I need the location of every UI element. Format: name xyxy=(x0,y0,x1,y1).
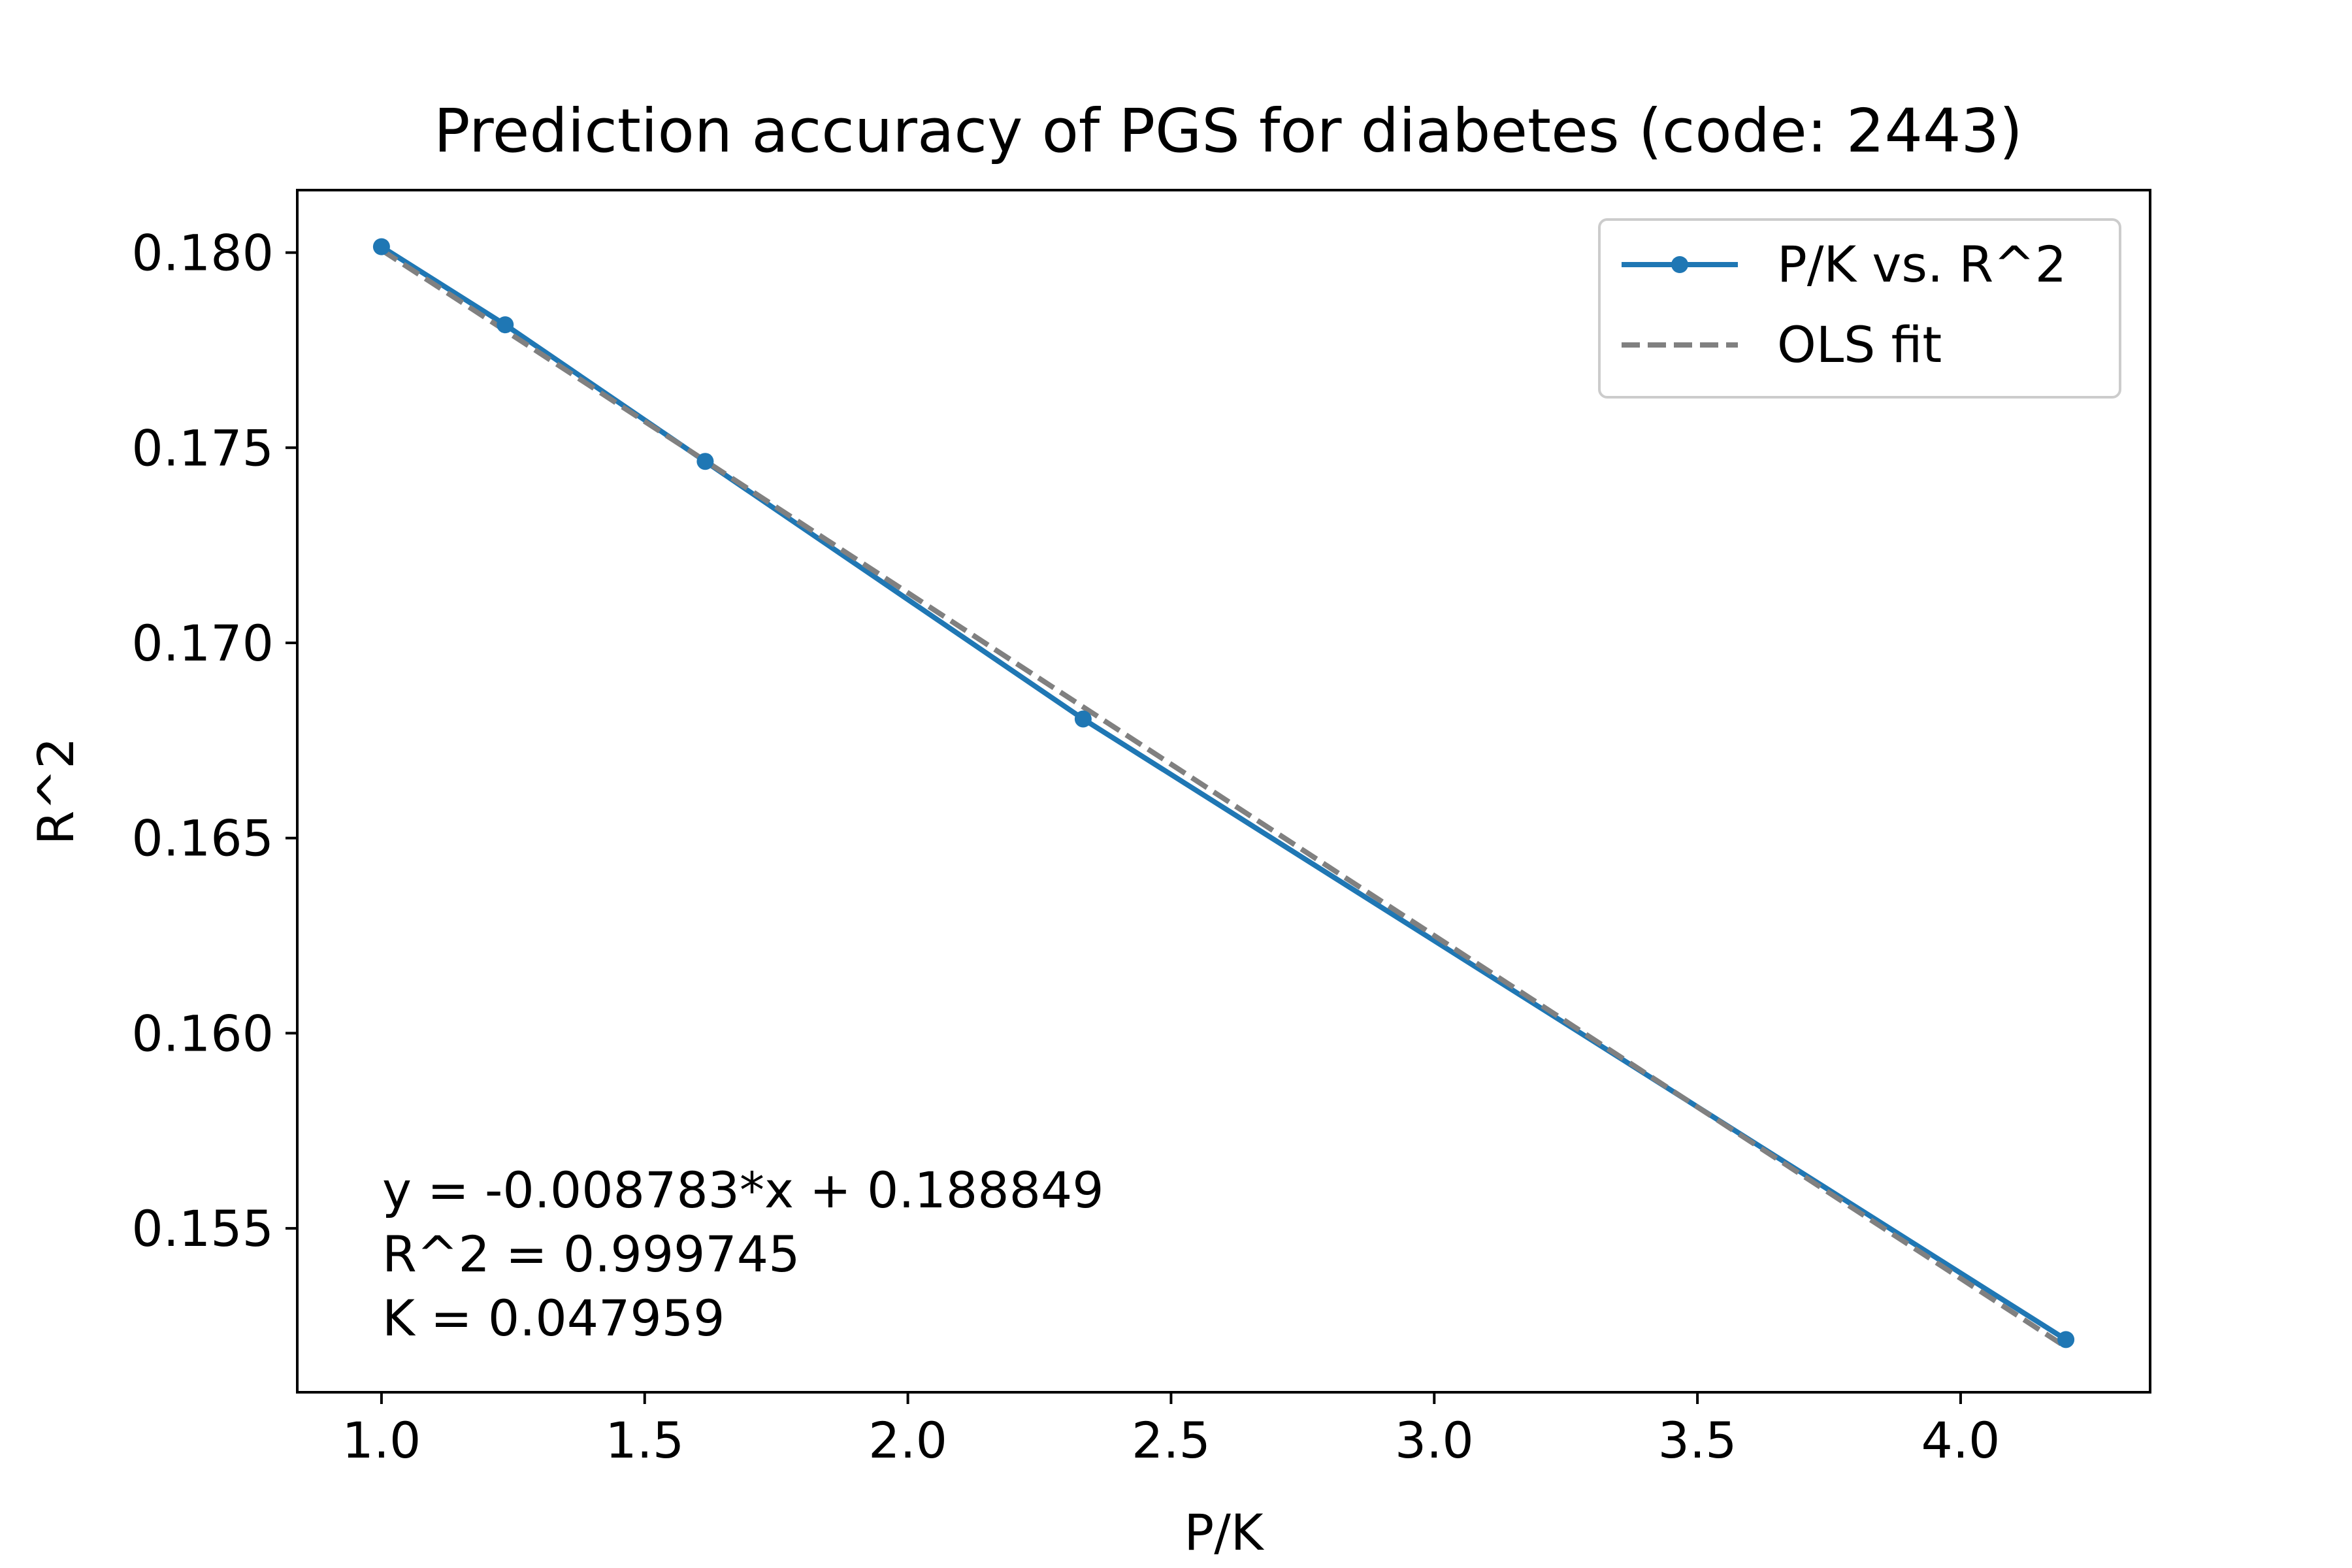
x-tick-label: 1.0 xyxy=(342,1411,421,1469)
ols-fit-line xyxy=(380,248,2068,1350)
data-point xyxy=(1074,710,1092,728)
fit-annotation: y = -0.008783*x + 0.188849 R^2 = 0.99974… xyxy=(382,1161,1104,1347)
y-tick-label: 0.155 xyxy=(131,1200,274,1258)
y-tick-label: 0.165 xyxy=(131,809,274,868)
legend-series-marker xyxy=(1671,256,1688,273)
annotation-equation: y = -0.008783*x + 0.188849 xyxy=(382,1161,1104,1219)
legend-fit-label: OLS fit xyxy=(1777,316,1942,374)
x-tick-label: 3.5 xyxy=(1658,1411,1737,1469)
y-tick-label: 0.180 xyxy=(131,224,274,282)
chart-title: Prediction accuracy of PGS for diabetes … xyxy=(434,96,2023,166)
y-tick-label: 0.170 xyxy=(131,614,274,672)
series-layer xyxy=(372,238,2075,1350)
data-point xyxy=(372,238,390,255)
x-tick-label: 2.0 xyxy=(868,1411,947,1469)
y-tick-label: 0.160 xyxy=(131,1004,274,1062)
y-tick-label: 0.175 xyxy=(131,419,274,477)
legend-series-label: P/K vs. R^2 xyxy=(1777,235,2066,293)
plot-frame xyxy=(296,189,2151,1394)
x-axis-label: P/K xyxy=(1184,1503,1264,1561)
data-point xyxy=(696,453,714,470)
x-tick-label: 1.5 xyxy=(605,1411,684,1469)
x-tick-label: 4.0 xyxy=(1921,1411,2001,1469)
x-axis-ticks: 1.0 1.5 2.0 2.5 3.0 3.5 4.0 xyxy=(342,1392,2000,1469)
legend: P/K vs. R^2 OLS fit xyxy=(1598,218,2121,399)
y-axis-label: R^2 xyxy=(27,738,85,845)
annotation-r-squared: R^2 = 0.999745 xyxy=(382,1225,800,1283)
x-tick-label: 2.5 xyxy=(1132,1411,1211,1469)
data-point xyxy=(2057,1331,2075,1348)
data-point xyxy=(497,316,514,334)
y-axis-ticks: 0.155 0.160 0.165 0.170 0.175 0.180 xyxy=(131,224,297,1258)
annotation-k: K = 0.047959 xyxy=(382,1289,725,1347)
x-tick-label: 3.0 xyxy=(1395,1411,1474,1469)
